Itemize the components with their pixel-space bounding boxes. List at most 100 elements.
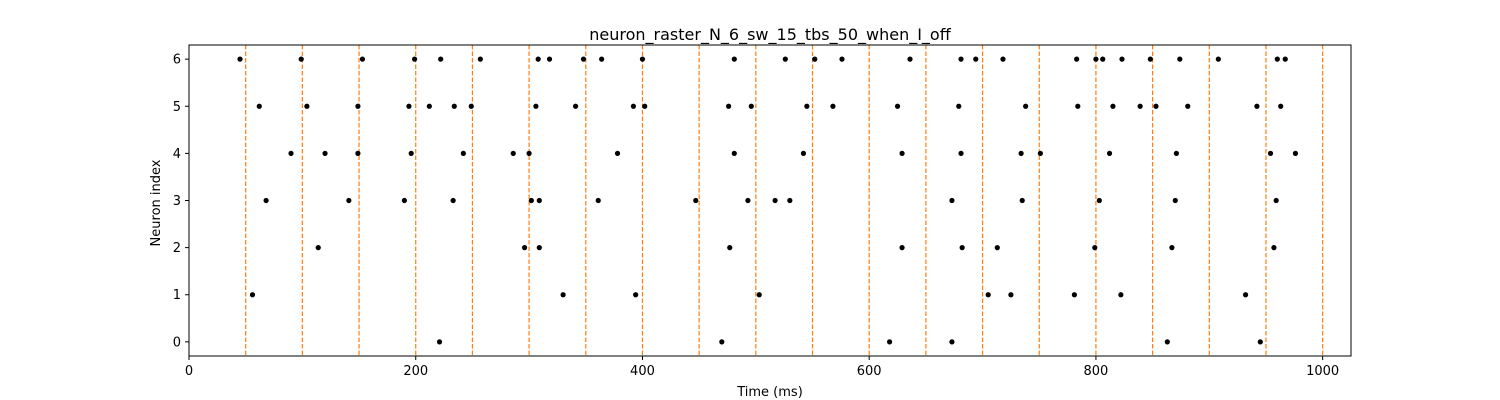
spike-dot <box>887 339 893 345</box>
spike-dot <box>782 56 788 62</box>
spike-dot <box>510 150 516 156</box>
spike-dot <box>907 56 913 62</box>
spike-dot <box>1172 197 1178 204</box>
spike-dot <box>468 103 474 109</box>
spike-dot <box>521 245 528 251</box>
x-tick-label: 400 <box>630 364 655 379</box>
y-tick-label: 0 <box>173 335 181 350</box>
spike-dot <box>355 103 361 109</box>
spike-dot <box>973 56 979 62</box>
spike-dot <box>359 56 366 62</box>
spike-dot <box>727 245 733 251</box>
spike-dot <box>1164 339 1170 345</box>
spike-dot <box>546 56 553 62</box>
y-tick-label: 4 <box>173 147 181 162</box>
spike-dot <box>1173 150 1180 156</box>
spike-dot <box>1271 245 1277 251</box>
spike-dot <box>560 292 566 298</box>
y-tick-label: 5 <box>173 100 181 115</box>
spike-dot <box>426 103 432 109</box>
spike-dot <box>263 197 269 204</box>
spike-dot <box>899 150 905 156</box>
spike-dot <box>949 197 955 204</box>
y-tick-label: 3 <box>173 194 181 209</box>
x-tick-label: 600 <box>857 364 882 379</box>
spike-dot <box>894 103 901 109</box>
spike-dot <box>642 103 648 109</box>
spike-dot <box>958 150 964 156</box>
spike-dot <box>1118 292 1124 298</box>
spike-dot <box>1110 103 1116 109</box>
y-axis-label: Neuron index <box>149 159 164 246</box>
spike-dot <box>1075 103 1081 109</box>
spike-dot <box>1092 245 1098 251</box>
spike-dot <box>772 197 778 204</box>
y-tick-label: 1 <box>173 288 181 303</box>
spike-dot <box>693 197 699 204</box>
spike-dot <box>451 103 457 109</box>
spike-dot <box>1153 103 1159 109</box>
spike-dot <box>288 150 294 156</box>
spike-dot <box>812 56 818 62</box>
spike-dot <box>731 56 737 62</box>
spike-dot <box>958 56 964 62</box>
spike-dot <box>756 292 762 298</box>
spike-dot <box>719 339 725 345</box>
spike-dot <box>731 150 737 156</box>
spike-dot <box>1274 56 1280 62</box>
spike-dot <box>1137 103 1143 109</box>
spike-dot <box>1169 245 1175 251</box>
spike-dot <box>745 197 751 204</box>
spike-dot <box>1000 56 1006 62</box>
spike-dot <box>633 292 639 298</box>
spike-dot <box>346 197 352 204</box>
spike-markers <box>237 56 1299 345</box>
spike-dot <box>411 56 418 62</box>
spike-dot <box>949 339 955 345</box>
spike-dot <box>460 150 466 156</box>
spike-dot <box>614 150 621 156</box>
spike-dot <box>1282 56 1288 62</box>
spike-dot <box>526 150 532 156</box>
spike-dot <box>1267 150 1274 156</box>
chart-title: neuron_raster_N_6_sw_15_tbs_50_when_I_of… <box>589 25 951 45</box>
x-axis-label: Time (ms) <box>736 385 803 400</box>
spike-dot <box>322 150 328 156</box>
x-tick-label: 0 <box>185 364 193 379</box>
spike-dot <box>1292 150 1299 156</box>
spike-dot <box>1100 56 1106 62</box>
spike-dot <box>956 103 962 109</box>
spike-dot <box>406 103 412 109</box>
spike-dot <box>630 103 636 109</box>
spike-dot <box>315 245 321 251</box>
spike-dot <box>1215 56 1221 62</box>
spike-dot <box>237 56 243 62</box>
spike-dot <box>256 103 262 109</box>
spike-dot <box>355 150 361 156</box>
spike-dot <box>572 103 579 109</box>
spike-dot <box>599 56 605 62</box>
spike-dot <box>1177 56 1183 62</box>
spike-dot <box>1008 292 1014 298</box>
y-tick-label: 6 <box>173 53 181 68</box>
spike-dot <box>985 292 991 298</box>
spike-dot <box>1074 56 1080 62</box>
spike-dot <box>528 197 534 204</box>
spike-dot <box>249 292 256 298</box>
spike-dot <box>1254 103 1260 109</box>
spike-dot <box>639 56 646 62</box>
spike-dot <box>1242 292 1249 298</box>
spike-dot <box>535 56 541 62</box>
spike-dot <box>1018 150 1024 156</box>
spike-dot <box>830 103 836 109</box>
y-tick-label: 2 <box>173 241 181 256</box>
spike-dot <box>1023 103 1029 109</box>
spike-dot <box>1106 150 1113 156</box>
spike-dot <box>748 103 754 109</box>
spike-dot <box>899 245 905 251</box>
spike-dot <box>536 245 542 251</box>
spike-dot <box>1147 56 1153 62</box>
spike-dot <box>726 103 732 109</box>
spike-dot <box>800 150 807 156</box>
spike-dot <box>450 197 456 204</box>
